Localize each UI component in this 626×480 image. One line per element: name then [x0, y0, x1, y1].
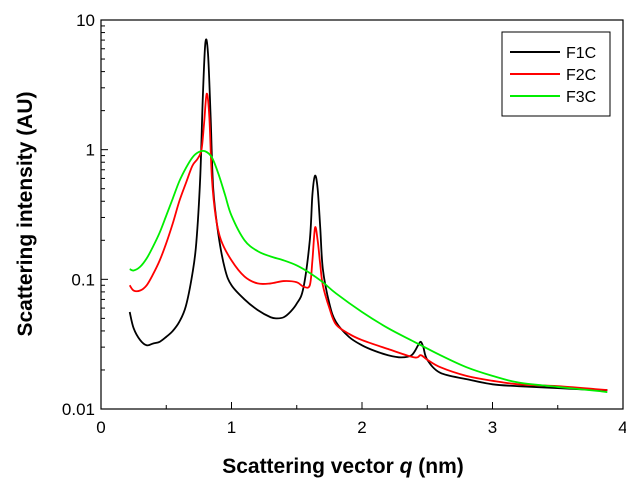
x-axis-title-text: Scattering vector [222, 455, 394, 478]
x-tick-label: 2 [357, 418, 366, 437]
x-tick-label: 1 [227, 418, 236, 437]
x-axis-title-unit: (nm) [418, 455, 464, 478]
x-tick-label: 0 [96, 418, 105, 437]
y-tick-label: 10 [76, 11, 95, 30]
x-axis-title-variable: q [400, 455, 413, 478]
y-tick-label: 1 [86, 141, 95, 160]
series-line-f1c [128, 38, 608, 392]
series-line-f2c [128, 92, 608, 391]
legend-label-f3c: F3C [566, 89, 596, 106]
legend: F1C F2C F3C [501, 31, 611, 117]
x-tick-label: 3 [488, 418, 497, 437]
y-axis-title: Scattering intensity (AU) [14, 91, 37, 336]
x-tick-label: 4 [618, 418, 626, 437]
y-tick-label: 0.1 [71, 270, 95, 289]
legend-label-f1c: F1C [566, 45, 596, 62]
y-tick-label: 0.01 [62, 400, 95, 419]
x-axis-title: Scattering vector q (nm) [222, 455, 464, 478]
series-line-f3c [129, 149, 608, 393]
legend-label-f2c: F2C [566, 67, 596, 84]
